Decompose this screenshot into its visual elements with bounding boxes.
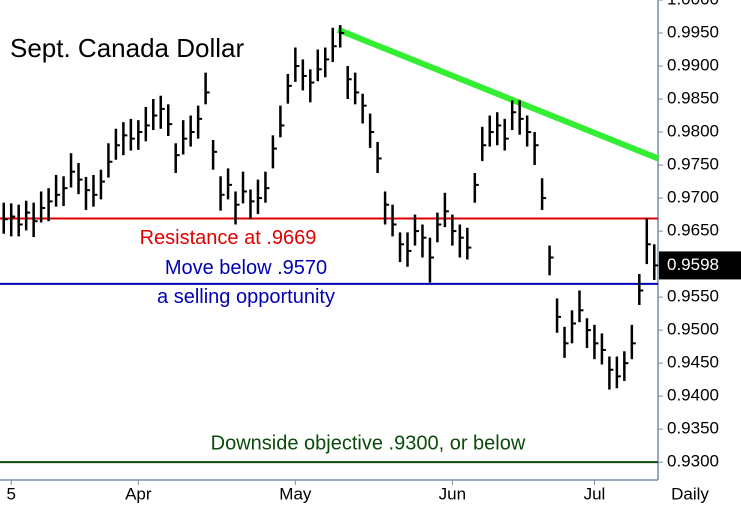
last-price-box [659,251,741,280]
y-tick-label: 0.9700 [667,188,719,207]
y-tick-label: 0.9800 [667,122,719,141]
y-tick-label: 1.0000 [667,0,719,8]
y-tick-label: 0.9450 [667,353,719,372]
y-tick-label: 0.9400 [667,386,719,405]
x-tick-label: 5 [6,484,15,503]
annotation: Move below .9570 [165,257,327,279]
y-tick-label: 0.9850 [667,89,719,108]
chart-title: Sept. Canada Dollar [10,33,244,63]
trend-line [336,26,660,162]
y-tick-label: 0.9300 [667,452,719,471]
x-tick-label: Jun [439,484,466,503]
y-tick-label: 0.9500 [667,320,719,339]
x-tick-label: May [279,484,312,503]
annotation: Resistance at .9669 [140,227,317,249]
x-tick-label: Jul [584,484,606,503]
y-tick-label: 0.9350 [667,419,719,438]
y-tick-label: 0.9650 [667,221,719,240]
y-tick-label: 0.9750 [667,155,719,174]
y-tick-label: 0.9550 [667,287,719,306]
last-price-label: 0.9598 [667,255,719,274]
annotation: a selling opportunity [157,286,335,308]
y-tick-label: 0.9950 [667,22,719,41]
x-axis-label: Daily [671,484,709,503]
y-tick-label: 0.9900 [667,56,719,75]
annotation: Downside objective .9300, or below [211,432,526,454]
x-tick-label: Apr [125,484,152,503]
